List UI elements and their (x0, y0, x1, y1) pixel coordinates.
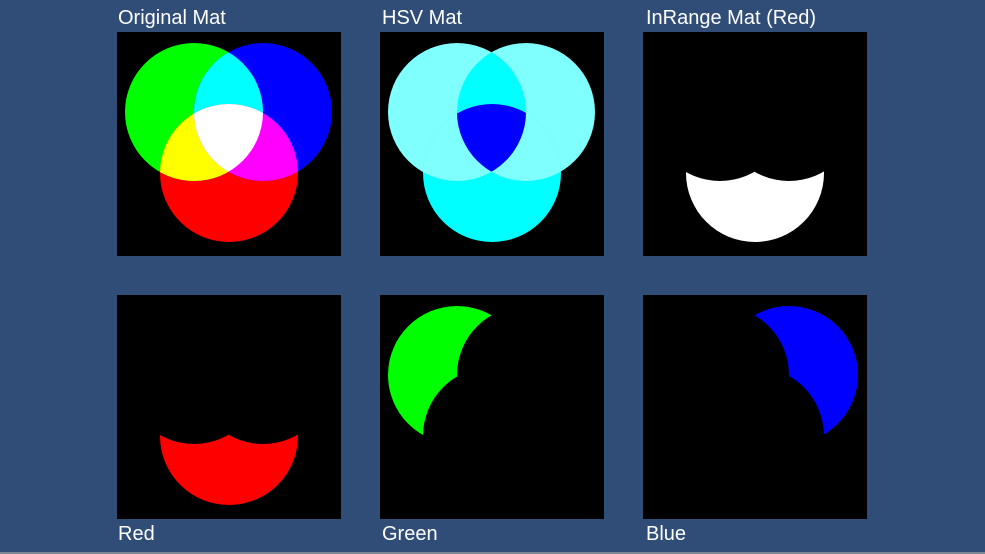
red-label: Red (118, 523, 155, 545)
original-mat-label: Original Mat (118, 7, 226, 29)
inrange-mat-label: InRange Mat (Red) (646, 7, 817, 29)
red-image (160, 367, 298, 505)
hsv-mat-label: HSV Mat (382, 7, 463, 29)
blue-region (720, 306, 858, 444)
inrange-mat-image (686, 104, 824, 242)
blue-panel (643, 295, 867, 519)
green-panel (380, 295, 604, 519)
hsv-mat-image (388, 43, 595, 242)
window-bottom-edge (0, 552, 985, 554)
red-panel (117, 295, 341, 519)
blue-image (720, 306, 858, 444)
green-image (388, 306, 526, 444)
hsv-mat-panel (380, 32, 604, 256)
original-mat-panel (117, 32, 341, 256)
inrange-mat-panel (643, 32, 867, 256)
green-label: Green (382, 523, 438, 545)
inrange-red-region (686, 104, 824, 242)
original-mat-image (125, 43, 332, 242)
red-region (160, 367, 298, 505)
green-region (388, 306, 526, 444)
blue-label: Blue (646, 523, 687, 545)
